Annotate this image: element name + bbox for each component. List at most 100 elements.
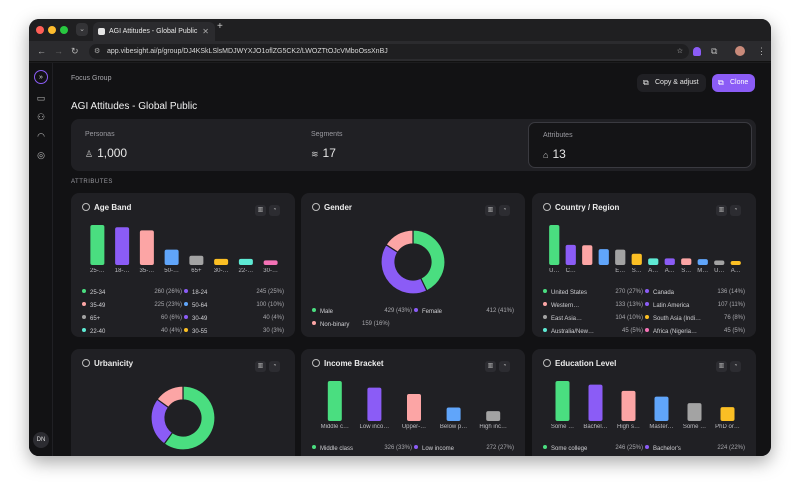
- bar-chart-toggle-icon[interactable]: ▥: [716, 205, 727, 216]
- bar[interactable]: [367, 387, 382, 421]
- close-window-button[interactable]: [36, 26, 44, 34]
- site-settings-icon[interactable]: ⚙: [94, 48, 101, 55]
- bar-chart-toggle-icon[interactable]: ▥: [716, 361, 727, 372]
- minimize-window-button[interactable]: [48, 26, 56, 34]
- legend-item[interactable]: Africa (Nigeria… 45 (5%): [645, 328, 745, 335]
- bar[interactable]: [664, 258, 675, 265]
- breadcrumb[interactable]: Focus Group: [71, 75, 112, 82]
- donut-slice[interactable]: [380, 243, 428, 295]
- personas-stat[interactable]: Personas ♙ 1,000: [71, 119, 297, 171]
- legend-item[interactable]: 30-49 40 (4%): [184, 315, 284, 322]
- legend-item[interactable]: Some college 246 (25%): [543, 445, 643, 452]
- bar[interactable]: [730, 261, 741, 265]
- bar[interactable]: [90, 225, 105, 265]
- legend-item[interactable]: Female 412 (41%): [414, 308, 514, 315]
- pie-chart-toggle-icon[interactable]: ◔: [499, 205, 510, 216]
- profile-avatar[interactable]: [735, 46, 745, 56]
- segments-stat[interactable]: Segments ≋ 17: [297, 119, 527, 171]
- legend-item[interactable]: Non-binary 159 (16%): [312, 321, 404, 328]
- bar[interactable]: [615, 249, 626, 265]
- legend-item[interactable]: 35-49 225 (23%): [82, 302, 182, 309]
- donut-slice[interactable]: [156, 385, 184, 409]
- legend-item[interactable]: United States 270 (27%): [543, 289, 643, 296]
- bar[interactable]: [238, 258, 253, 265]
- extensions-puzzle-icon[interactable]: ⧉: [711, 46, 718, 56]
- bar[interactable]: [681, 258, 692, 265]
- pie-chart-toggle-icon[interactable]: ◔: [499, 361, 510, 372]
- legend-item[interactable]: Latin America 107 (11%): [645, 302, 745, 309]
- bar[interactable]: [648, 258, 659, 265]
- legend-item[interactable]: Low income 272 (27%): [414, 445, 514, 452]
- legend-item[interactable]: 50-64 100 (10%): [184, 302, 284, 309]
- legend-item[interactable]: Canada 136 (14%): [645, 289, 745, 296]
- bar[interactable]: [621, 390, 636, 421]
- legend-item[interactable]: 30-55 30 (3%): [184, 328, 284, 335]
- bar[interactable]: [164, 249, 179, 265]
- bar[interactable]: [263, 260, 278, 265]
- bar[interactable]: [555, 381, 570, 421]
- bar[interactable]: [486, 411, 501, 421]
- new-tab-button[interactable]: +: [217, 21, 223, 32]
- legend-item[interactable]: 22-40 40 (4%): [82, 328, 182, 335]
- bar[interactable]: [697, 259, 708, 265]
- legend-item[interactable]: Australia/New… 45 (5%): [543, 328, 643, 335]
- copy-adjust-button[interactable]: ⧉ Copy & adjust: [637, 74, 706, 92]
- legend-item[interactable]: 65+ 60 (6%): [82, 315, 182, 322]
- donut-slice[interactable]: [385, 229, 414, 254]
- expand-sidebar-icon[interactable]: »: [34, 70, 48, 84]
- bar[interactable]: [654, 396, 669, 421]
- pie-chart-toggle-icon[interactable]: ◔: [269, 205, 280, 216]
- legend-item[interactable]: South Asia (Indi… 76 (8%): [645, 315, 745, 322]
- donut-slice[interactable]: [163, 385, 216, 451]
- compass-icon[interactable]: ◎: [37, 150, 45, 160]
- legend-item[interactable]: Western… 133 (13%): [543, 302, 643, 309]
- back-arrow-icon[interactable]: ←: [37, 46, 46, 56]
- bar[interactable]: [214, 258, 229, 265]
- pie-chart-toggle-icon[interactable]: ◔: [730, 205, 741, 216]
- legend-item[interactable]: East Asia… 104 (10%): [543, 315, 643, 322]
- gauge-icon[interactable]: ◠: [37, 131, 45, 141]
- bar-chart-toggle-icon[interactable]: ▥: [255, 205, 266, 216]
- bar[interactable]: [189, 255, 204, 265]
- extension-icon[interactable]: [693, 47, 701, 56]
- reload-icon[interactable]: ↻: [71, 46, 79, 56]
- bar[interactable]: [407, 394, 421, 421]
- browser-tab[interactable]: AGI Attitudes - Global Public ✕: [93, 22, 215, 41]
- maximize-window-button[interactable]: [60, 26, 68, 34]
- bar-chart-toggle-icon[interactable]: ▥: [485, 205, 496, 216]
- address-bar[interactable]: ⚙ app.vibesight.ai/p/group/DJ4KSkLSlsMDJ…: [89, 44, 689, 59]
- legend-item[interactable]: 18-24 245 (25%): [184, 289, 284, 296]
- bookmark-star-icon[interactable]: ☆: [676, 48, 683, 55]
- donut-slice[interactable]: [412, 229, 446, 292]
- tab-list-button[interactable]: ⌄: [76, 23, 88, 36]
- bar[interactable]: [115, 227, 130, 265]
- bar[interactable]: [720, 407, 735, 421]
- close-tab-icon[interactable]: ✕: [202, 27, 209, 36]
- attributes-stat[interactable]: Attributes ⌂ 13: [528, 122, 752, 168]
- bar-chart-toggle-icon[interactable]: ▥: [255, 361, 266, 372]
- legend-item[interactable]: Male 429 (43%): [312, 308, 412, 315]
- bar-chart-toggle-icon[interactable]: ▥: [485, 361, 496, 372]
- pie-chart-toggle-icon[interactable]: ◔: [730, 361, 741, 372]
- bar[interactable]: [687, 403, 702, 421]
- bar[interactable]: [588, 384, 603, 421]
- browser-menu-icon[interactable]: ⋮: [757, 46, 766, 56]
- bar[interactable]: [714, 260, 725, 265]
- user-avatar[interactable]: DN: [33, 432, 49, 448]
- chat-icon[interactable]: ▭: [36, 93, 46, 103]
- bar[interactable]: [327, 381, 342, 421]
- bar[interactable]: [139, 230, 154, 265]
- legend-item[interactable]: Bachelor's 224 (22%): [645, 445, 745, 452]
- bar[interactable]: [549, 225, 560, 265]
- clone-button[interactable]: ⧉ Clone: [712, 74, 756, 92]
- pie-chart-toggle-icon[interactable]: ◔: [269, 361, 280, 372]
- bar[interactable]: [446, 407, 461, 421]
- legend-item[interactable]: 25-34 260 (26%): [82, 289, 182, 296]
- bar[interactable]: [565, 244, 576, 265]
- bar[interactable]: [598, 249, 609, 265]
- bar[interactable]: [582, 245, 593, 265]
- users-icon[interactable]: ⚇: [36, 112, 46, 122]
- forward-arrow-icon[interactable]: →: [54, 46, 63, 56]
- bar[interactable]: [631, 253, 642, 265]
- legend-item[interactable]: Middle class 326 (33%): [312, 445, 412, 452]
